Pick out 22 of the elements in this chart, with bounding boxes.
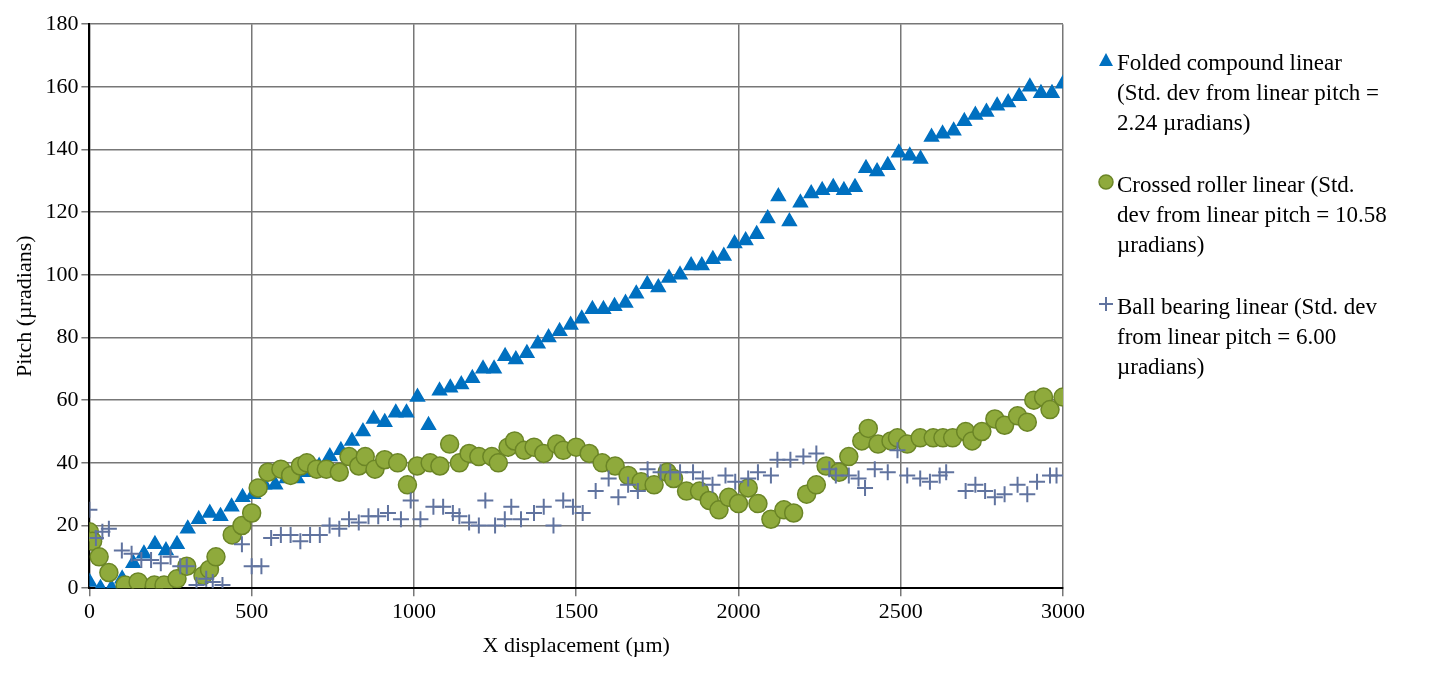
x-tick-label: 2500: [878, 598, 923, 624]
x-tick-label: 0: [83, 598, 95, 624]
x-tick-label: 1000: [391, 598, 436, 624]
x-axis-title: X displacement (µm): [482, 631, 670, 657]
y-axis-title: Pitch (µradians): [10, 235, 36, 377]
y-tick-label: 20: [56, 511, 79, 537]
y-tick-label: 60: [56, 385, 79, 411]
y-tick-label: 180: [45, 9, 79, 35]
x-tick-label: 500: [235, 598, 269, 624]
legend-label: Ball bearing linear (Std. dev from linear pitch = 6.00 µradians): [1117, 293, 1378, 381]
x-tick-label: 2000: [716, 598, 761, 624]
x-tick-label: 3000: [1041, 598, 1085, 624]
y-tick-label: 160: [45, 72, 79, 98]
y-tick-label: 40: [56, 448, 79, 474]
legend-label: Crossed roller linear (Std. dev from linear pitch = 10.58 µradians): [1117, 171, 1388, 259]
y-tick-label: 100: [45, 260, 79, 286]
y-tick-label: 80: [56, 323, 79, 349]
x-tick-label: 1500: [554, 598, 599, 624]
y-tick-label: 0: [67, 573, 79, 599]
y-tick-label: 140: [45, 135, 79, 161]
legend-label: Folded compound linear (Std. dev from linear pitch = 2.24 µradians): [1117, 49, 1381, 137]
y-tick-label: 120: [45, 197, 79, 223]
